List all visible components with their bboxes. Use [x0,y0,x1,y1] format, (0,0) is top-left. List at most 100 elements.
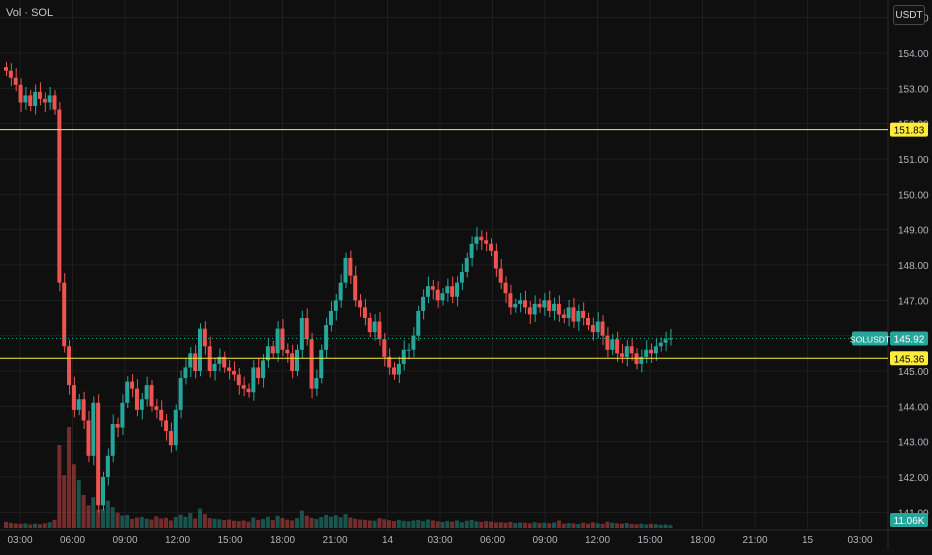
candle-body[interactable] [668,338,673,340]
candle-body[interactable] [222,356,227,368]
candle-body[interactable] [532,303,537,315]
candle-body[interactable] [372,321,377,333]
candle-body[interactable] [168,431,173,446]
candle-body[interactable] [18,84,23,103]
candle-body[interactable] [343,257,348,283]
candle-body[interactable] [115,424,120,428]
candle-body[interactable] [610,339,615,350]
candle-body[interactable] [353,275,358,301]
candle-body[interactable] [440,293,445,301]
candle-body[interactable] [522,300,527,308]
candle-body[interactable] [489,243,493,251]
candle-body[interactable] [120,402,125,428]
candle-body[interactable] [198,328,202,371]
candle-body[interactable] [314,378,319,389]
candle-body[interactable] [159,409,164,421]
candle-body[interactable] [333,300,338,311]
candle-body[interactable] [212,363,217,371]
candle-body[interactable] [508,293,513,308]
candle-body[interactable] [202,328,207,347]
candle-body[interactable] [561,314,566,318]
candle-body[interactable] [231,371,236,375]
candle-body[interactable] [236,374,241,386]
candle-body[interactable] [644,349,649,357]
candle-body[interactable] [52,95,57,110]
candle-body[interactable] [270,346,275,354]
candle-body[interactable] [4,67,8,71]
candle-body[interactable] [421,296,426,311]
candle-body[interactable] [76,399,81,410]
candle-body[interactable] [590,325,595,333]
candle-body[interactable] [484,240,489,244]
candle-body[interactable] [338,282,343,301]
candle-body[interactable] [362,307,367,318]
candle-body[interactable] [459,272,464,283]
candle-body[interactable] [474,236,479,244]
candle-body[interactable] [110,424,115,456]
candle-body[interactable] [324,325,329,350]
candle-body[interactable] [154,406,159,410]
candle-body[interactable] [542,300,547,308]
candle-body[interactable] [8,70,13,78]
candle-body[interactable] [556,303,561,315]
candle-body[interactable] [469,243,474,258]
candle-body[interactable] [178,378,183,410]
candle-body[interactable] [67,346,72,386]
candle-body[interactable] [227,367,232,371]
candle-body[interactable] [445,286,450,294]
candle-body[interactable] [498,268,503,283]
candle-body[interactable] [639,356,644,364]
candle-body[interactable] [328,310,333,326]
candle-body[interactable] [576,310,581,322]
candle-body[interactable] [91,402,96,456]
candle-body[interactable] [537,303,542,308]
candle-body[interactable] [304,318,309,340]
candle-body[interactable] [392,367,396,375]
candle-body[interactable] [518,300,523,304]
candle-body[interactable] [600,321,605,336]
candle-body[interactable] [57,109,62,283]
candle-body[interactable] [663,339,668,343]
candle-body[interactable] [217,356,222,364]
candle-body[interactable] [101,477,105,506]
candle-body[interactable] [130,381,135,389]
candle-body[interactable] [125,381,130,403]
candle-body[interactable] [149,385,154,407]
candle-body[interactable] [246,388,251,393]
candle-body[interactable] [619,353,624,357]
candle-body[interactable] [37,91,42,99]
candle-body[interactable] [86,420,91,456]
candle-body[interactable] [285,349,290,354]
candle-body[interactable] [615,339,620,354]
candle-body[interactable] [188,353,193,368]
candle-body[interactable] [265,346,270,361]
candle-body[interactable] [275,328,280,354]
candle-body[interactable] [42,98,47,103]
candle-body[interactable] [382,339,387,357]
candle-body[interactable] [319,349,324,379]
candle-body[interactable] [586,318,590,326]
candle-body[interactable] [105,455,110,477]
candle-body[interactable] [13,77,18,85]
candle-body[interactable] [450,286,455,297]
candle-body[interactable] [406,349,411,351]
candle-body[interactable] [387,356,392,368]
candle-body[interactable] [71,385,76,410]
candle-body[interactable] [566,307,571,318]
candle-body[interactable] [464,257,469,273]
volume-indicator-label[interactable]: Vol · SOL [6,7,54,19]
candle-body[interactable] [139,399,144,410]
candle-body[interactable] [309,339,314,389]
candle-body[interactable] [513,303,518,308]
candle-body[interactable] [624,346,629,357]
candle-body[interactable] [47,95,52,103]
candle-body[interactable] [62,282,67,347]
candle-body[interactable] [503,282,508,294]
candle-body[interactable] [280,328,285,350]
candle-body[interactable] [256,367,261,379]
candle-body[interactable] [241,385,246,389]
candle-body[interactable] [527,307,532,315]
candle-body[interactable] [290,353,295,371]
